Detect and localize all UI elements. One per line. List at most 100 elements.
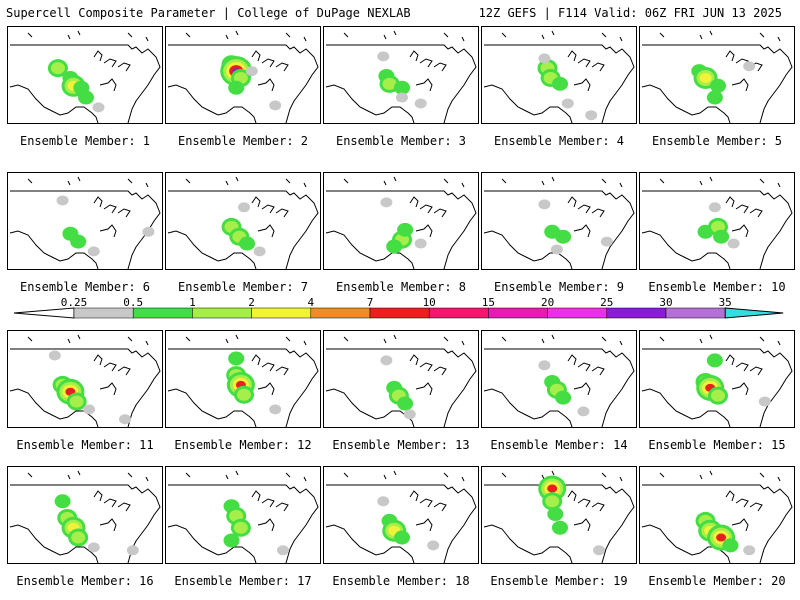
member-label: Ensemble Member: 19 xyxy=(490,574,628,588)
map-panel-member-4 xyxy=(481,26,637,124)
scp-blob xyxy=(561,98,574,109)
scp-blob xyxy=(710,78,726,93)
coastline-border xyxy=(577,362,591,372)
coastline-border xyxy=(659,30,781,42)
coastline-border xyxy=(185,334,307,346)
map-svg xyxy=(167,30,319,123)
coastline-border xyxy=(749,208,763,218)
map-svg xyxy=(641,334,793,427)
coastline-border xyxy=(419,204,433,214)
scp-blob xyxy=(119,414,131,425)
coastline-border xyxy=(433,208,447,218)
coastline-border xyxy=(9,230,99,269)
member-label: Ensemble Member: 8 xyxy=(335,280,467,294)
coastline-border xyxy=(573,78,591,92)
coastline-border xyxy=(415,518,433,532)
coastline-border xyxy=(27,176,149,188)
color-scale-bar xyxy=(13,307,784,319)
map-panel-member-5 xyxy=(639,26,795,124)
scp-blob-core xyxy=(71,531,86,544)
coastline-border xyxy=(659,470,781,482)
coastline-border xyxy=(326,44,477,123)
coastline-border xyxy=(261,498,275,508)
colorbar-segment xyxy=(73,307,134,319)
coastline-border xyxy=(168,484,319,563)
coastline-border xyxy=(573,518,591,532)
coastline-border xyxy=(731,518,749,532)
colorbar-segment xyxy=(428,307,489,319)
scp-blob xyxy=(397,222,414,237)
scp-blob xyxy=(380,197,393,208)
colorbar-segment xyxy=(369,307,430,319)
map-panel-member-8 xyxy=(323,172,479,270)
coastline-border xyxy=(261,362,275,372)
coastline-border xyxy=(415,382,433,396)
coastline-border xyxy=(725,354,735,366)
map-svg xyxy=(9,30,161,123)
coastline-border xyxy=(168,190,319,269)
coastline-border xyxy=(591,208,605,218)
coastline-border xyxy=(103,58,117,68)
colorbar-segment xyxy=(606,307,667,319)
coastline-border xyxy=(185,470,307,482)
coastline-border xyxy=(483,84,573,123)
scp-blob xyxy=(600,236,613,247)
coastline-border xyxy=(343,30,465,42)
scp-blob xyxy=(87,246,100,257)
coastline-border xyxy=(409,196,419,208)
coastline-border xyxy=(343,470,465,482)
map-panel-member-15 xyxy=(639,330,795,428)
scp-blob xyxy=(397,396,414,411)
map-panel-member-6 xyxy=(7,172,163,270)
scp-blob xyxy=(538,53,551,64)
scp-blob-core xyxy=(233,521,248,534)
map-svg xyxy=(9,176,161,269)
coastline-border xyxy=(433,62,447,72)
map-panel-member-2 xyxy=(165,26,321,124)
member-label: Ensemble Member: 5 xyxy=(651,134,783,148)
scp-blob xyxy=(727,238,740,249)
coastline-border xyxy=(659,176,781,188)
map-svg xyxy=(167,176,319,269)
member-label: Ensemble Member: 4 xyxy=(493,134,625,148)
coastline-border xyxy=(167,230,257,269)
scp-blob xyxy=(54,494,71,509)
coastline-border xyxy=(251,196,261,208)
coastline-border xyxy=(501,470,623,482)
coastline-border xyxy=(99,382,117,396)
scp-blob xyxy=(380,355,393,366)
coastline-border xyxy=(117,502,131,512)
coastline-border xyxy=(117,366,131,376)
coastline-border xyxy=(168,348,319,427)
scp-blob xyxy=(538,199,551,210)
colorbar-tick-label: 15 xyxy=(481,296,496,309)
coastline-border xyxy=(275,502,289,512)
map-panel-member-19 xyxy=(481,466,637,564)
coastline-border xyxy=(591,62,605,72)
scp-blob-core xyxy=(699,72,712,83)
scp-blob xyxy=(396,92,408,103)
colorbar-segment xyxy=(547,307,608,319)
scp-blob-core xyxy=(547,484,558,493)
member-label: Ensemble Member: 3 xyxy=(335,134,467,148)
coastline-border xyxy=(415,78,433,92)
coastline-border xyxy=(257,224,275,238)
member-label: Ensemble Member: 13 xyxy=(332,438,470,452)
scp-blob xyxy=(126,545,139,556)
colorbar-tick-label: 20 xyxy=(540,296,555,309)
coastline-border xyxy=(731,224,749,238)
coastline-border xyxy=(167,388,257,427)
member-label: Ensemble Member: 14 xyxy=(490,438,628,452)
coastline-border xyxy=(257,518,275,532)
coastline-border xyxy=(415,224,433,238)
member-label: Ensemble Member: 12 xyxy=(174,438,312,452)
coastline-border xyxy=(93,490,103,502)
coastline-border xyxy=(9,388,99,427)
scp-blob-core xyxy=(545,495,560,508)
member-label: Ensemble Member: 20 xyxy=(648,574,786,588)
scp-blob xyxy=(238,202,250,213)
coastline-border xyxy=(10,44,161,123)
coastline-border xyxy=(641,84,731,123)
scp-blob xyxy=(758,396,771,407)
coastline-border xyxy=(93,50,103,62)
